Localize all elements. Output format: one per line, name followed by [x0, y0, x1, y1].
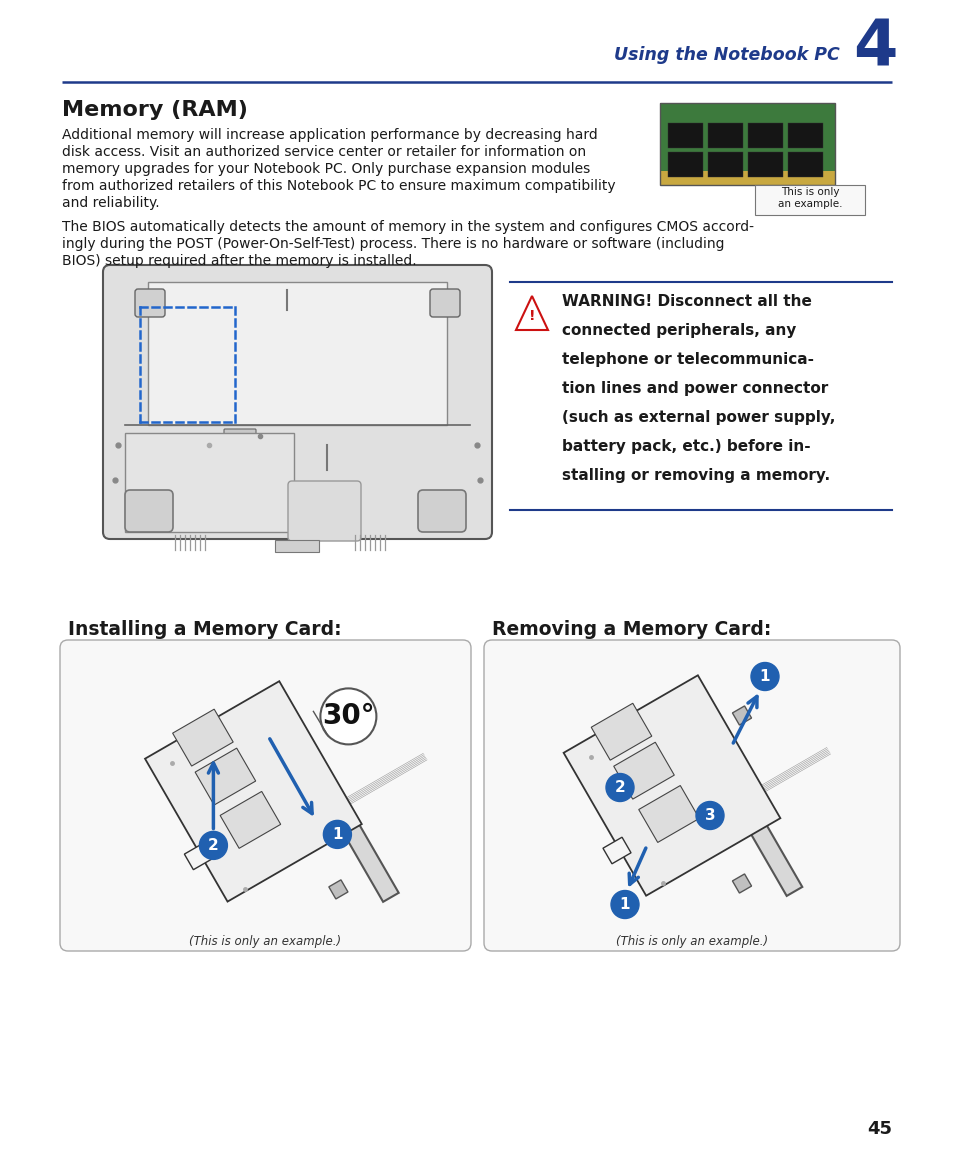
Bar — [707, 122, 742, 148]
Bar — [148, 282, 447, 425]
Text: WARNING! Disconnect all the: WARNING! Disconnect all the — [561, 295, 811, 310]
Bar — [787, 122, 822, 148]
Polygon shape — [195, 748, 255, 805]
Text: (This is only an example.): (This is only an example.) — [190, 936, 341, 948]
Polygon shape — [172, 709, 233, 766]
FancyBboxPatch shape — [430, 289, 459, 316]
Text: 1: 1 — [332, 827, 342, 842]
Text: Additional memory will increase application performance by decreasing hard: Additional memory will increase applicat… — [62, 128, 598, 142]
FancyBboxPatch shape — [60, 640, 471, 951]
Polygon shape — [613, 743, 674, 799]
Circle shape — [323, 820, 351, 849]
Polygon shape — [220, 791, 280, 848]
Text: memory upgrades for your Notebook PC. Only purchase expansion modules: memory upgrades for your Notebook PC. On… — [62, 162, 590, 176]
FancyBboxPatch shape — [103, 264, 492, 539]
FancyBboxPatch shape — [288, 480, 360, 541]
Circle shape — [750, 663, 779, 691]
Text: (This is only an example.): (This is only an example.) — [616, 936, 767, 948]
Text: 4: 4 — [853, 18, 897, 80]
Bar — [667, 122, 702, 148]
Bar — [125, 433, 294, 531]
Bar — [747, 152, 782, 177]
Text: connected peripherals, any: connected peripherals, any — [561, 323, 796, 338]
Polygon shape — [184, 843, 213, 870]
Polygon shape — [732, 706, 751, 725]
Text: tion lines and power connector: tion lines and power connector — [561, 381, 827, 396]
Polygon shape — [732, 874, 751, 893]
Text: 1: 1 — [759, 669, 769, 684]
Circle shape — [605, 774, 634, 802]
Bar — [659, 103, 834, 185]
Text: Memory (RAM): Memory (RAM) — [62, 100, 248, 120]
FancyBboxPatch shape — [417, 490, 465, 532]
Text: stalling or removing a memory.: stalling or removing a memory. — [561, 468, 829, 483]
Bar — [707, 152, 742, 177]
Polygon shape — [563, 676, 780, 895]
Text: 2: 2 — [208, 837, 218, 852]
Bar — [274, 541, 318, 552]
FancyBboxPatch shape — [224, 429, 255, 441]
FancyBboxPatch shape — [135, 289, 165, 316]
Circle shape — [696, 802, 723, 829]
Text: (such as external power supply,: (such as external power supply, — [561, 410, 835, 425]
Polygon shape — [516, 296, 547, 330]
Text: from authorized retailers of this Notebook PC to ensure maximum compatibility: from authorized retailers of this Notebo… — [62, 179, 615, 193]
Text: !: ! — [528, 310, 535, 323]
Bar — [754, 185, 864, 215]
Circle shape — [610, 891, 639, 918]
Text: 3: 3 — [704, 808, 715, 824]
Text: and reliability.: and reliability. — [62, 196, 159, 210]
Bar — [667, 152, 702, 177]
Polygon shape — [329, 880, 348, 899]
Bar — [659, 103, 834, 185]
Text: Using the Notebook PC: Using the Notebook PC — [614, 46, 840, 64]
Polygon shape — [278, 711, 398, 902]
Text: Installing a Memory Card:: Installing a Memory Card: — [68, 620, 341, 639]
Polygon shape — [145, 681, 361, 902]
Text: Removing a Memory Card:: Removing a Memory Card: — [492, 620, 771, 639]
Polygon shape — [602, 837, 630, 864]
Text: telephone or telecommunica-: telephone or telecommunica- — [561, 352, 813, 367]
Text: 45: 45 — [866, 1120, 891, 1138]
Circle shape — [199, 832, 227, 859]
Text: ingly during the POST (Power-On-Self-Test) process. There is no hardware or soft: ingly during the POST (Power-On-Self-Tes… — [62, 237, 723, 251]
Text: The BIOS automatically detects the amount of memory in the system and configures: The BIOS automatically detects the amoun… — [62, 219, 753, 234]
Bar — [747, 122, 782, 148]
Polygon shape — [639, 785, 699, 842]
Text: 2: 2 — [614, 780, 625, 795]
Text: This is only
an example.: This is only an example. — [777, 187, 841, 209]
Text: BIOS) setup required after the memory is installed.: BIOS) setup required after the memory is… — [62, 254, 416, 268]
Text: 30°: 30° — [322, 702, 375, 730]
Text: 1: 1 — [619, 897, 630, 912]
Polygon shape — [681, 705, 801, 896]
Polygon shape — [591, 703, 651, 760]
Polygon shape — [329, 711, 348, 731]
FancyBboxPatch shape — [125, 490, 172, 532]
Text: disk access. Visit an authorized service center or retailer for information on: disk access. Visit an authorized service… — [62, 146, 585, 159]
Circle shape — [320, 688, 376, 745]
Bar — [787, 152, 822, 177]
Text: battery pack, etc.) before in-: battery pack, etc.) before in- — [561, 439, 810, 454]
FancyBboxPatch shape — [483, 640, 899, 951]
Bar — [659, 171, 834, 185]
